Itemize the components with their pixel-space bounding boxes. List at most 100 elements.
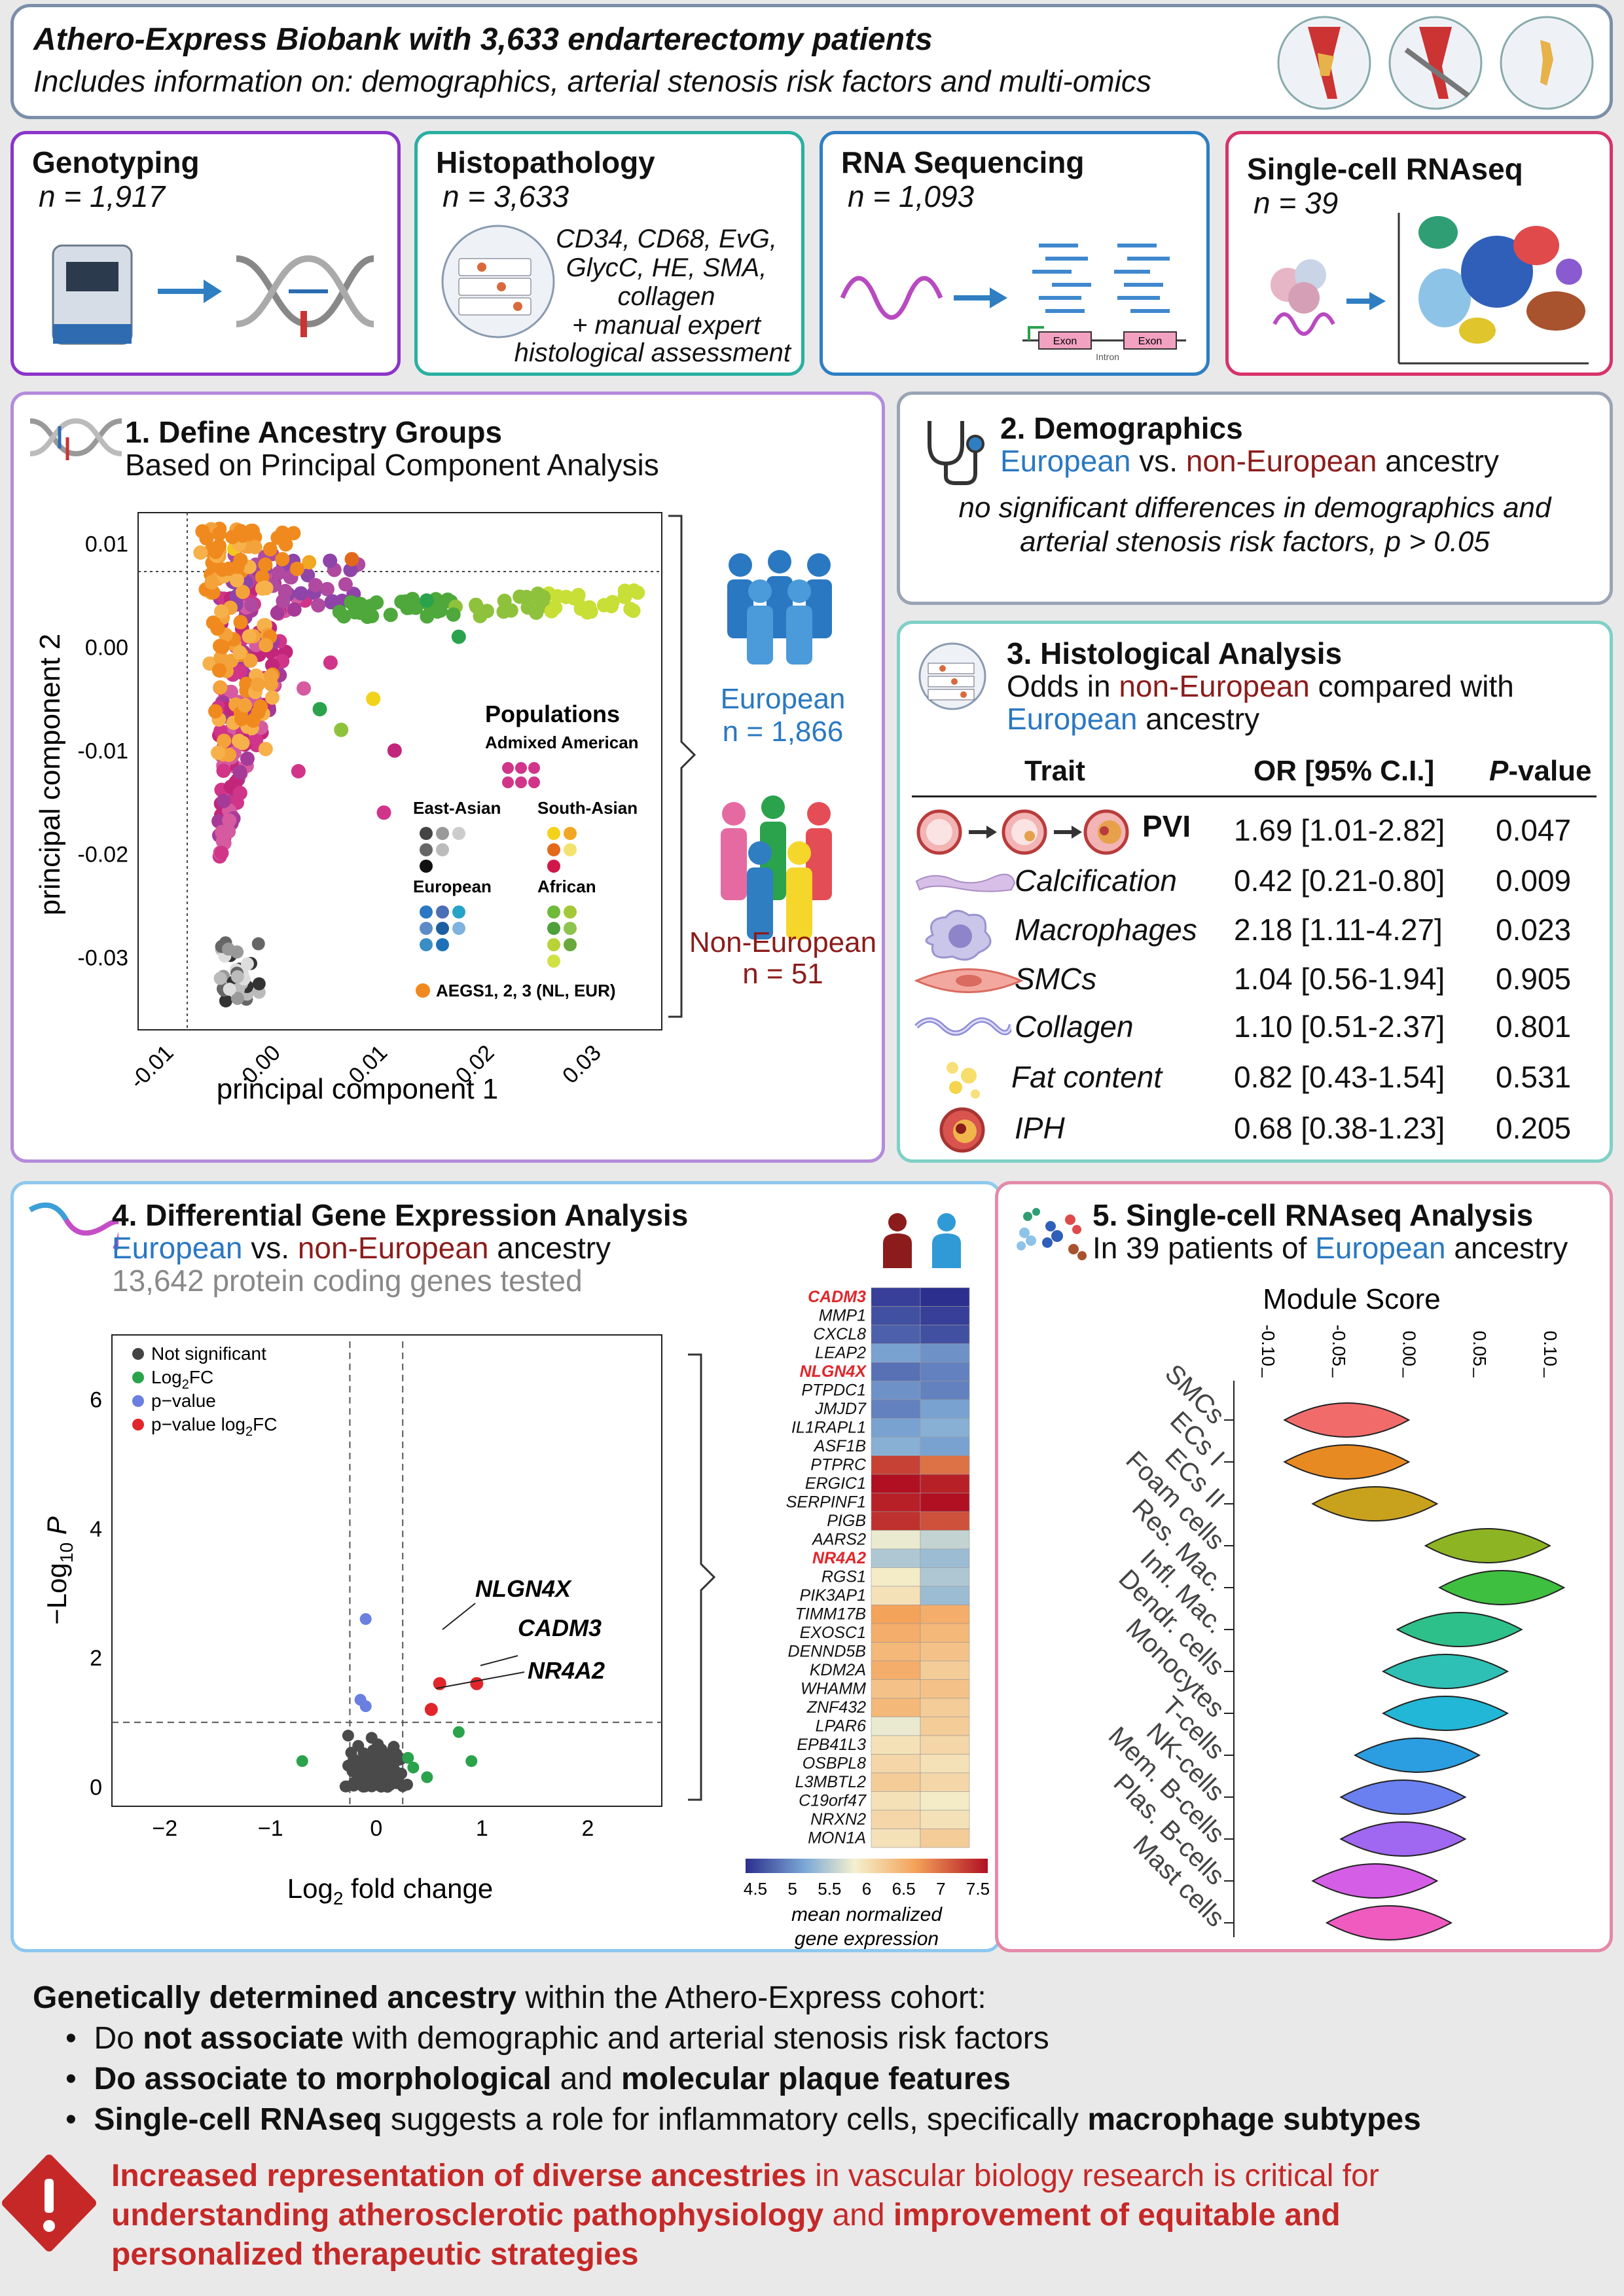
scale-label: gene expression [795,1928,939,1950]
volcano-point [452,1726,465,1738]
scale-tick: 6 [862,1879,871,1899]
volcano-point [421,1771,433,1783]
pca-point [233,615,248,630]
heatmap-cell [920,1772,970,1792]
pca-point [204,575,219,590]
legend-not-significant: Not significant [151,1343,266,1364]
heatmap-cell [920,1474,970,1493]
demographics-result: arterial stenosis risk factors, p > 0.05 [1020,526,1490,558]
heatmap-cell [920,1717,970,1736]
heatmap-cell [920,1399,970,1419]
panel-subtitle-2: European ancestry [1007,701,1259,737]
smc-icon [914,968,1024,993]
heatmap-cell [871,1455,921,1475]
heatmap-cell [920,1343,970,1363]
rna-icon [29,1202,118,1250]
sequencer-and-dna-icon [52,244,374,345]
pca-point [230,945,244,959]
legend-pvalue-log2fc: p−value log2FC [151,1414,277,1439]
bullet-text: and [551,2062,622,2096]
y-tick-label: 4 [90,1517,102,1542]
axis-tick-label: 0.05 [1470,1331,1490,1367]
subtitle-european: European [1000,444,1131,478]
pca-point [216,763,231,778]
subtitle-end: ancestry [488,1231,611,1265]
gene-label: PIK3AP1 [800,1586,866,1605]
warning-text: and [823,2198,893,2232]
heatmap-cell [871,1754,921,1774]
pca-point [231,733,246,748]
bullet-bold: not associate [143,2021,344,2056]
iph-icon [939,1107,985,1153]
panel-ancestry: 1. Define Ancestry Groups Based on Princ… [10,392,885,1163]
panel-histology: 3. Histological Analysis Odds in non-Eur… [897,621,1613,1163]
y-tick-label: 6 [90,1388,102,1413]
gene-label: C19orf47 [799,1792,867,1810]
stain-line: collagen [617,282,715,311]
p-value: 0.205 [1496,1111,1572,1145]
pca-point [369,595,384,610]
heatmap-cell [920,1530,970,1550]
bullet-1: • Do not associate with demographic and … [65,2021,1049,2056]
pca-point [209,541,224,556]
pca-point [473,609,488,623]
card-title: Genotyping [32,145,200,179]
x-tick-label: 1 [476,1816,488,1841]
gene-label: NRXN2 [810,1810,866,1829]
heatmap-cells [871,1287,970,1848]
or-value: 0.68 [0.38-1.23] [1234,1111,1445,1145]
heatmap-cell [920,1735,970,1755]
heatmap-cell [871,1324,921,1344]
gene-annotations: NLGN4X CADM3 NR4A2 [435,1575,605,1689]
legend-pvalue: p−value [151,1391,216,1411]
pca-point [383,608,398,623]
heatmap-cell [871,1381,921,1400]
pca-point [258,742,273,757]
x-ticks: −2 −1 0 1 2 [152,1816,594,1841]
heatmap-cell [920,1548,970,1568]
volcano-point [391,1768,404,1781]
heatmap-cell [871,1772,921,1792]
pca-point [253,699,268,714]
pca-point [571,587,586,602]
bullet-3: • Single-cell RNAseq suggests a role for… [65,2102,1421,2137]
card-scrnaseq: Single-cell RNAseq n = 39 [1225,131,1613,376]
legend-african: African [537,877,596,896]
warning-bold: Increased representation of diverse ance… [111,2159,806,2193]
stain-line: + manual expert [572,311,761,340]
heatmap-cell [920,1493,970,1512]
y-tick-label: 0.00 [85,635,128,660]
column-p-suffix: -value [1508,755,1592,787]
collagen-icon [914,1017,1011,1036]
label-nr4a2: NR4A2 [528,1657,605,1684]
warning-bold: improvement of equitable and [893,2198,1341,2232]
pca-point [214,604,229,619]
trait-calcification: Calcification [1015,864,1177,898]
pca-point [604,598,619,613]
warning-icon [2,2155,96,2251]
pca-point [232,765,247,780]
population-legend: Populations Admixed American East-Asian … [413,701,639,1000]
pca-point [263,668,278,683]
y-tick-label: 0.01 [85,532,128,556]
pca-point [262,541,278,556]
card-n: n = 1,917 [39,179,166,213]
column-p-letter: P [1489,755,1509,787]
scrnaseq-icon [1271,213,1589,365]
subtitle-non-european: non-European [1119,669,1310,703]
bullet-bold: macrophage subtypes [1087,2102,1421,2137]
gene-label: EXOSC1 [800,1624,866,1642]
pca-point [245,523,261,538]
x-tick-label: -0.01 [125,1040,179,1094]
pca-point [311,598,326,613]
pca-point [501,602,516,617]
trait-collagen: Collagen [1015,1010,1134,1044]
pca-point [213,650,228,665]
artery-icons [1277,16,1594,110]
volcano-point [375,1752,388,1764]
pca-point [548,600,563,615]
scale-label: mean normalized [791,1904,943,1925]
panel-differential-expression: 4. Differential Gene Expression Analysis… [10,1181,1001,1952]
heatmap-cell [920,1623,970,1643]
legend-eastasian: East-Asian [413,798,501,818]
